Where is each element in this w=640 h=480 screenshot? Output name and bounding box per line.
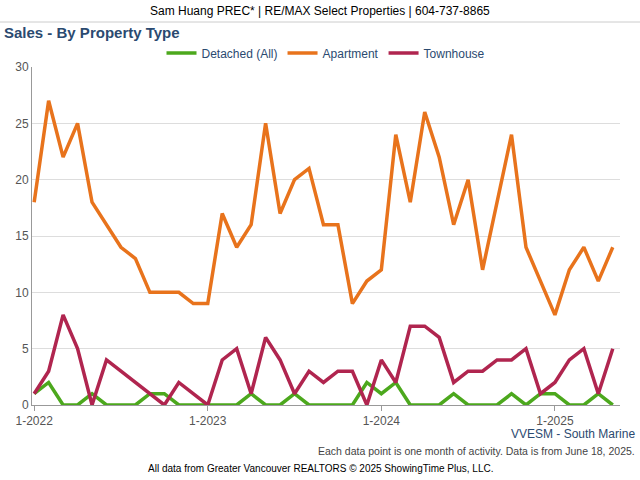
svg-text:VVESM - South Marine: VVESM - South Marine xyxy=(511,427,635,441)
svg-text:1-2023: 1-2023 xyxy=(189,414,227,428)
svg-text:Detached (All): Detached (All) xyxy=(202,47,278,61)
svg-text:30: 30 xyxy=(15,60,29,74)
svg-text:10: 10 xyxy=(15,286,29,300)
svg-text:1-2025: 1-2025 xyxy=(536,414,574,428)
svg-text:15: 15 xyxy=(15,229,29,243)
svg-text:All data from Greater Vancouve: All data from Greater Vancouver REALTORS… xyxy=(148,463,493,474)
svg-text:Each data point is one month o: Each data point is one month of activity… xyxy=(318,445,635,457)
svg-text:1-2024: 1-2024 xyxy=(363,414,401,428)
svg-text:25: 25 xyxy=(15,117,29,131)
svg-text:Sales - By Property Type: Sales - By Property Type xyxy=(4,24,180,41)
svg-text:Townhouse: Townhouse xyxy=(424,47,485,61)
svg-text:20: 20 xyxy=(15,173,29,187)
svg-text:5: 5 xyxy=(22,342,29,356)
svg-text:0: 0 xyxy=(22,398,29,412)
svg-text:1-2022: 1-2022 xyxy=(15,414,53,428)
svg-text:Apartment: Apartment xyxy=(323,47,379,61)
svg-text:Sam Huang PREC* | RE/MAX Selec: Sam Huang PREC* | RE/MAX Select Properti… xyxy=(150,4,490,18)
